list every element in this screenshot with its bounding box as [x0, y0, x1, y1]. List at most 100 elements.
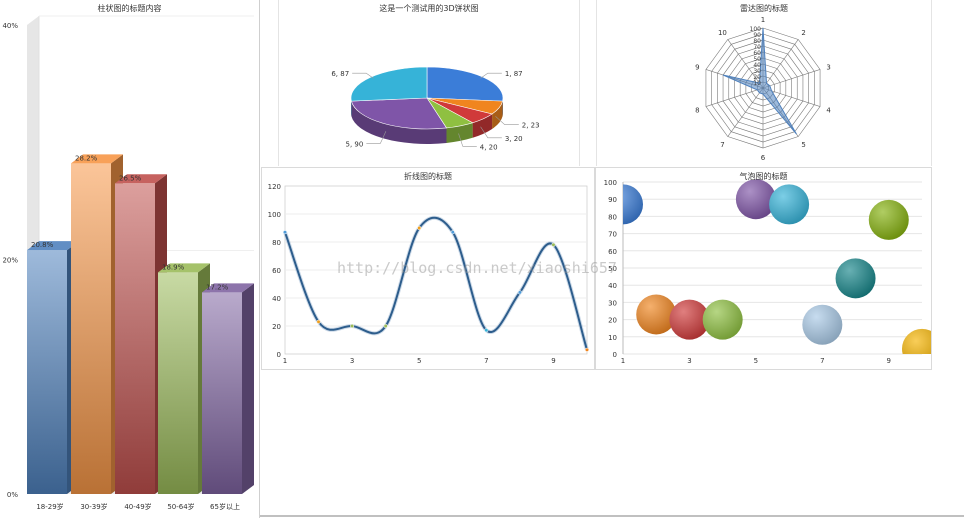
- radar-axis-label: 1: [761, 16, 765, 24]
- line-xtick-label: 5: [417, 357, 421, 365]
- bubble-xtick-label: 7: [820, 357, 824, 365]
- bottom-divider: [260, 515, 964, 517]
- bar-category-label: 50-64岁: [167, 502, 194, 511]
- line-ytick-label: 20: [272, 323, 281, 331]
- line-xtick-label: 7: [484, 357, 488, 365]
- radar-axis-label: 9: [695, 64, 699, 72]
- bar-side: [242, 283, 254, 494]
- pie-slice-label: 3, 20: [505, 135, 523, 143]
- bubble: [869, 200, 909, 240]
- bar-ytick-label: 40%: [2, 22, 18, 30]
- line-ytick-label: 60: [272, 267, 281, 275]
- line-xtick-label: 9: [551, 357, 555, 365]
- radar-tick-label: 80: [753, 38, 761, 45]
- line-point: [317, 320, 321, 324]
- radar-axis-label: 10: [718, 29, 727, 37]
- line-point: [283, 230, 287, 234]
- bubble-xtick-label: 9: [887, 357, 891, 365]
- bubble-ytick-label: 40: [608, 282, 617, 290]
- bar: [71, 163, 111, 494]
- line-ytick-label: 0: [277, 351, 281, 359]
- bar-value-label: 26.5%: [119, 174, 142, 182]
- bubble: [902, 329, 931, 369]
- bar-ytick-label: 20%: [2, 257, 18, 265]
- bubble-ytick-label: 70: [608, 231, 617, 239]
- radar-axis-label: 4: [826, 106, 831, 114]
- line-point: [552, 243, 556, 247]
- radar-spoke: [763, 39, 798, 88]
- line-xtick-label: 1: [283, 357, 287, 365]
- radar-axis-label: 5: [801, 141, 805, 149]
- radar-tick-label: 100: [750, 26, 762, 33]
- pie-slice: [427, 67, 503, 101]
- bar-value-label: 28.2%: [75, 154, 98, 162]
- line-point: [451, 230, 455, 234]
- line-point: [485, 328, 489, 332]
- bar-chart: 0% 20% 40% 20.8% 18-29岁 28.2% 30-39岁 26.5% 40-49…: [0, 0, 259, 518]
- line-xtick-label: 3: [350, 357, 354, 365]
- bar-chart-panel: 柱状图的标题内容 0% 20% 40% 20.8% 18-29岁 28.2% 30-39岁 2…: [0, 0, 260, 518]
- pie-chart-panel: 这是一个测试用的3D饼状图 1, 87 2, 23 3, 20 4, 20 5, 90 6…: [278, 0, 580, 166]
- pie-slice-label: 5, 90: [346, 140, 364, 148]
- bar: [115, 183, 155, 494]
- radar-tick-label: 90: [753, 32, 761, 39]
- pie-slice-label: 6, 87: [331, 70, 349, 78]
- radar-axis-label: 6: [761, 154, 766, 162]
- bubble: [703, 300, 743, 340]
- bubble-xtick-label: 5: [754, 357, 758, 365]
- bar-ytick-label: 0%: [7, 491, 18, 499]
- line-ytick-label: 40: [272, 295, 281, 303]
- bar-value-label: 18.9%: [162, 263, 185, 271]
- line-ytick-label: 120: [268, 183, 281, 191]
- radar-axis-label: 8: [695, 106, 699, 114]
- bar-chart-title: 柱状图的标题内容: [0, 3, 259, 14]
- bubble: [836, 258, 876, 298]
- bubble-ytick-label: 10: [608, 334, 617, 342]
- bar-category-label: 30-39岁: [80, 502, 107, 511]
- bar: [27, 250, 67, 494]
- line-point: [417, 226, 421, 230]
- radar-tick-label: 20: [753, 74, 761, 81]
- line-ytick-label: 80: [272, 239, 281, 247]
- bubble-ytick-label: 90: [608, 196, 617, 204]
- pie-chart-title: 这是一个测试用的3D饼状图: [279, 3, 579, 14]
- pie-slice-label: 1, 87: [505, 70, 523, 78]
- line-chart-title: 折线图的标题: [262, 171, 594, 182]
- radar-tick-label: 50: [753, 56, 761, 63]
- line-ytick-label: 100: [268, 211, 281, 219]
- bar: [202, 292, 242, 494]
- pie-slice-label: 2, 23: [522, 122, 540, 130]
- bar-value-label: 17.2%: [206, 283, 229, 291]
- radar-axis-label: 7: [720, 141, 724, 149]
- bubble-ytick-label: 20: [608, 317, 617, 325]
- bar-category-label: 18-29岁: [36, 502, 63, 511]
- radar-tick-label: 10: [753, 80, 761, 87]
- bubble-xtick-label: 1: [621, 357, 625, 365]
- radar-axis-label: 3: [826, 64, 830, 72]
- radar-tick-label: 30: [753, 68, 761, 75]
- bubble: [769, 184, 809, 224]
- bubble-chart-title: 气泡图的标题: [596, 171, 931, 182]
- bubble-ytick-label: 60: [608, 248, 617, 256]
- radar-chart-title: 雷达图的标题: [597, 3, 931, 14]
- pie-chart: 1, 87 2, 23 3, 20 4, 20 5, 90 6, 87: [279, 0, 579, 166]
- radar-axis-label: 2: [801, 29, 805, 37]
- bubble: [802, 305, 842, 345]
- bar-category-label: 40-49岁: [124, 502, 151, 511]
- bubble-ytick-label: 0: [613, 351, 617, 359]
- bar-value-label: 20.8%: [31, 241, 54, 249]
- radar-tick-label: 60: [753, 50, 761, 57]
- pie-slice-label: 4, 20: [480, 143, 498, 151]
- bar: [158, 272, 198, 494]
- pie-slice: [351, 67, 427, 101]
- bar-category-label: 65岁以上: [210, 502, 240, 511]
- radar-tick-label: 70: [753, 44, 761, 51]
- bubble-ytick-label: 80: [608, 213, 617, 221]
- watermark-text: http://blog.csdn.net/xiaoshi657: [337, 259, 617, 277]
- line-point: [384, 324, 388, 328]
- line-point: [350, 324, 354, 328]
- line-point: [518, 291, 522, 295]
- line-series: [285, 218, 587, 350]
